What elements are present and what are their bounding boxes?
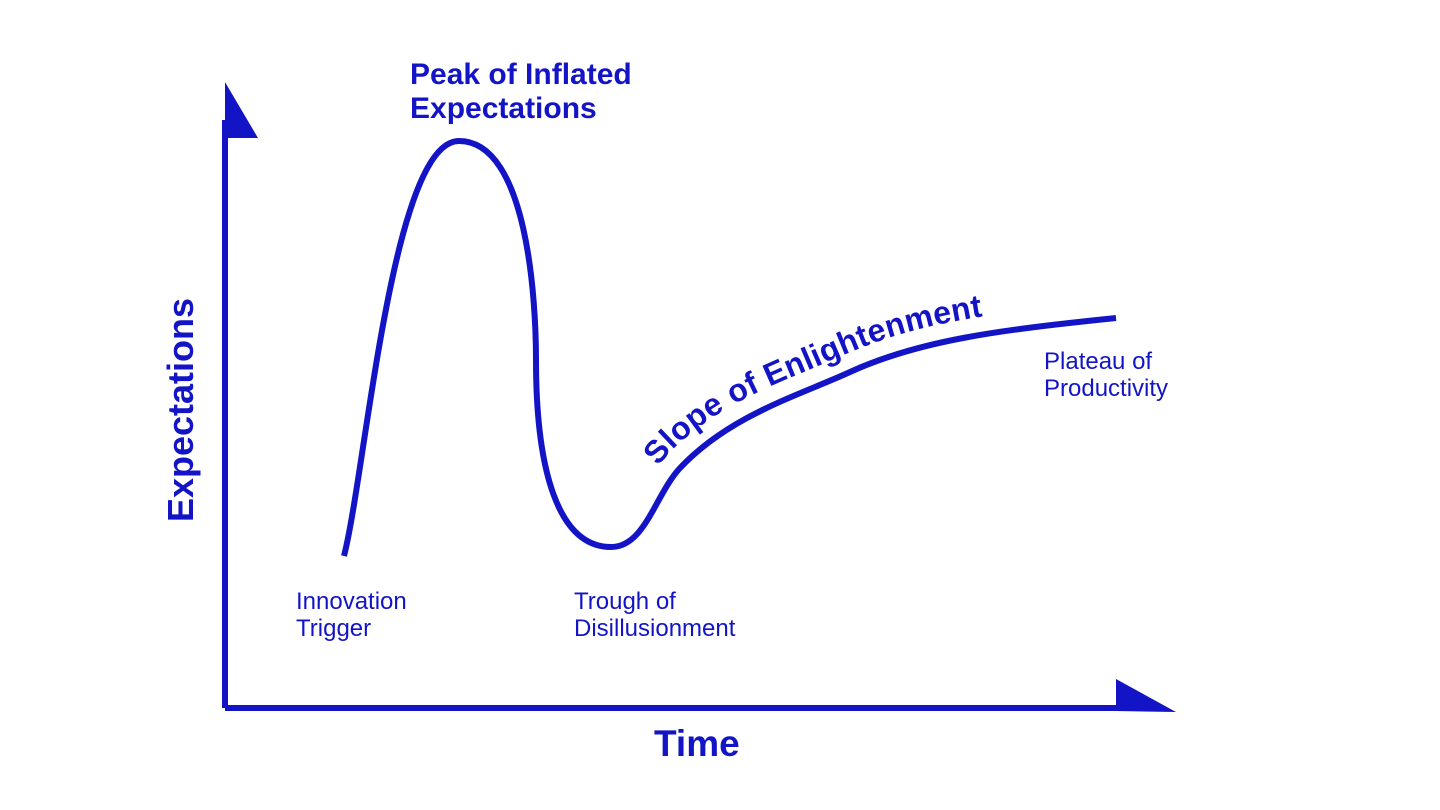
svg-text:Slope of Enlightenment: Slope of Enlightenment [636,288,985,471]
